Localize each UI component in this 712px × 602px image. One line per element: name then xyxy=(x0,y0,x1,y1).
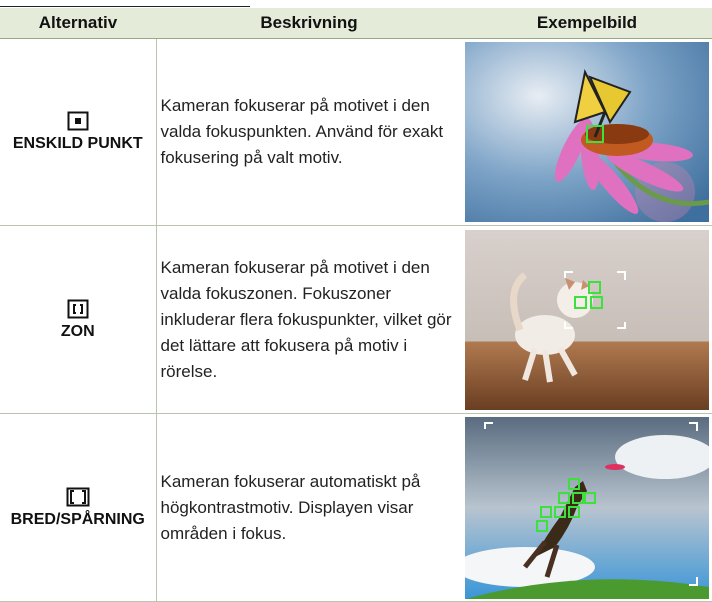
example-image xyxy=(465,42,709,222)
option-label: BRED/SPÅRNING xyxy=(10,510,145,528)
header-cell: Beskrivning xyxy=(156,8,462,39)
image-cell xyxy=(462,413,712,602)
cropped-heading-rule xyxy=(0,0,250,7)
row: ENSKILD PUNKT Kameran fokuserar på motiv… xyxy=(0,38,712,226)
row: BRED/SPÅRNING Kameran fokuserar automati… xyxy=(0,413,712,602)
option-cell: ENSKILD PUNKT xyxy=(0,38,157,226)
description: Kameran fokuserar på motivet i den valda… xyxy=(156,225,462,414)
zone-icon xyxy=(67,299,89,318)
header-cell: Alternativ xyxy=(0,8,156,39)
example-image xyxy=(465,229,709,410)
header-row: Alternativ Beskrivning Exempelbild xyxy=(0,8,712,39)
single-point-icon xyxy=(67,111,89,131)
row: ZON Kameran fokuserar på motivet i den v… xyxy=(0,225,712,414)
header-cell: Exempelbild xyxy=(462,8,712,39)
description: Kameran fokuserar på motivet i den valda… xyxy=(156,38,462,226)
example-image xyxy=(465,416,709,599)
wide-tracking-icon xyxy=(66,487,90,506)
description: Kameran fokuserar automatiskt på högkont… xyxy=(156,413,462,602)
image-cell xyxy=(462,225,712,414)
image-cell xyxy=(462,38,712,226)
af-mode-table: Alternativ Beskrivning Exempelbild ENSKI… xyxy=(0,8,712,602)
option-label: ZON xyxy=(60,322,95,340)
option-cell: ZON xyxy=(0,225,157,414)
option-cell: BRED/SPÅRNING xyxy=(0,413,157,602)
option-label: ENSKILD PUNKT xyxy=(12,135,143,152)
